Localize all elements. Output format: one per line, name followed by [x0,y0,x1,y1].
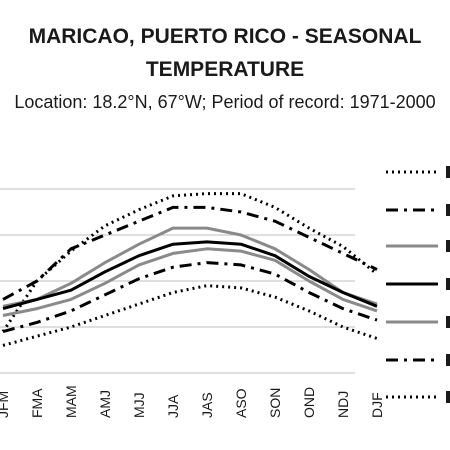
x-tick-label: JAS [199,392,215,418]
legend-label-fragment [446,204,450,216]
x-tick-label: JFM [0,391,11,418]
series-line [1,192,378,333]
series-line [2,261,378,334]
chart-title-line2: TEMPERATURE [145,58,305,81]
x-tick-label: JJA [165,394,181,418]
x-tick-label: OND [301,387,317,418]
legend-label-fragment [446,166,450,178]
x-tick-label: ASO [233,388,249,418]
legend-label-fragment [446,278,450,290]
legend-label-fragment [446,354,450,366]
chart-title-line1: MARICAO, PUERTO RICO - SEASONAL [28,25,422,48]
legend-label-fragment [446,391,450,403]
series-line [2,247,378,317]
series-lines [1,192,378,347]
series-line [2,205,378,301]
chart-subtitle: Location: 18.2°N, 67°W; Period of record… [14,92,436,112]
x-tick-label: NDJ [335,391,351,418]
series-line [2,284,378,347]
x-tick-label: AMJ [97,390,113,418]
legend [386,166,450,403]
x-tick-label: DJF [369,392,385,418]
series-line [2,240,378,311]
gridlines [0,188,355,374]
legend-label-fragment [446,240,450,252]
legend-label-fragment [446,316,450,328]
x-tick-label: FMA [29,388,45,418]
series-line [2,226,378,308]
x-tick-label: MAM [63,385,79,418]
x-tick-label: SON [267,388,283,418]
x-tick-label: MJJ [131,392,147,418]
x-axis-tick-labels: JFM FMA MAM AMJ MJJ JJA JAS ASO SON OND NDJ DJF [0,385,385,418]
